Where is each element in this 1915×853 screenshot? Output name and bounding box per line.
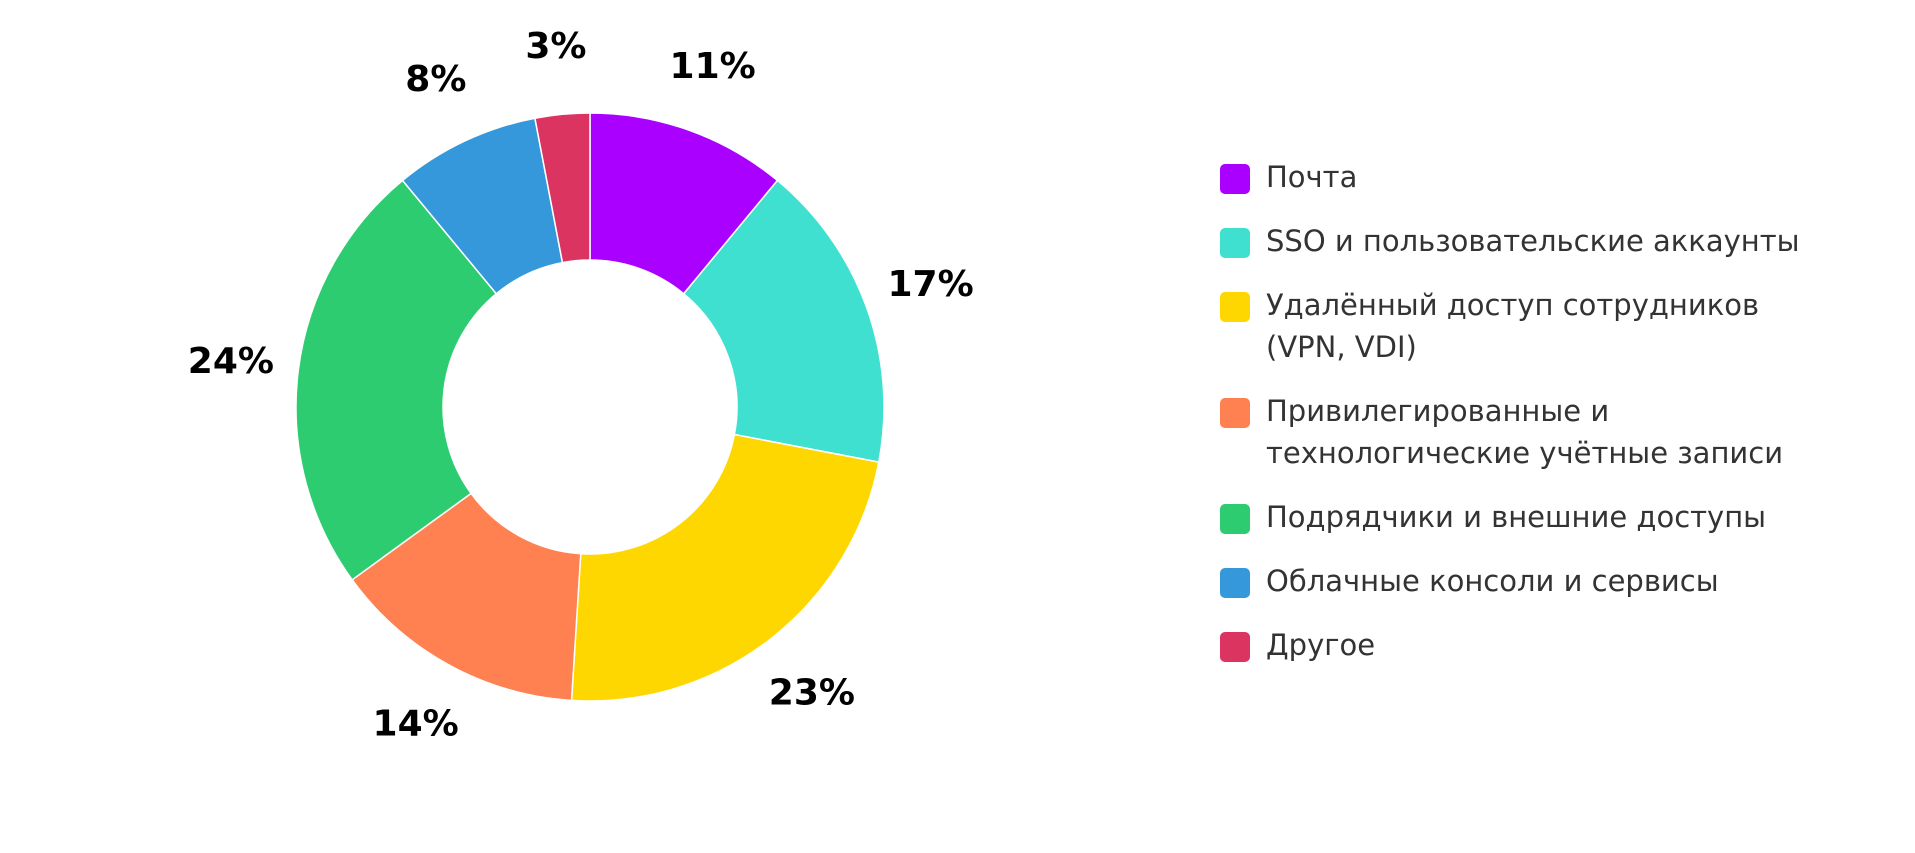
legend-swatch	[1220, 398, 1250, 428]
legend-label: Удалённый доступ сотрудников (VPN, VDI)	[1266, 288, 1760, 364]
legend-swatch	[1220, 164, 1250, 194]
legend-swatch	[1220, 504, 1250, 534]
legend-item-other[interactable]: Другое	[1220, 628, 1900, 666]
slice-labels: 11% 17% 23% 14% 24% 8% 3%	[188, 26, 974, 745]
legend-label: Подрядчики и внешние доступы	[1266, 500, 1767, 534]
legend-label: Другое	[1266, 628, 1376, 662]
slice-7[interactable]	[534, 112, 591, 264]
legend-label: Привилегированные и технологические учёт…	[1266, 394, 1784, 470]
slice-2[interactable]	[682, 179, 885, 463]
slice-5[interactable]	[295, 179, 498, 581]
legend-item-contractors[interactable]: Подрядчики и внешние доступы	[1220, 500, 1900, 538]
legend-label: Почта	[1266, 160, 1358, 194]
slice-value-label: 14%	[373, 704, 459, 745]
legend-item-privileged[interactable]: Привилегированные и технологические учёт…	[1220, 394, 1900, 474]
slice-value-label: 17%	[888, 264, 974, 305]
legend-item-remote-access[interactable]: Удалённый доступ сотрудников (VPN, VDI)	[1220, 288, 1900, 368]
legend-item-mail[interactable]: Почта	[1220, 160, 1900, 198]
slice-4[interactable]	[351, 492, 582, 702]
legend: Почта SSO и пользовательские аккаунты Уд…	[1220, 160, 1900, 692]
slice-value-label: 3%	[525, 26, 586, 67]
slice-value-label: 24%	[188, 341, 274, 382]
legend-item-cloud[interactable]: Облачные консоли и сервисы	[1220, 564, 1900, 602]
legend-item-sso[interactable]: SSO и пользовательские аккаунты	[1220, 224, 1900, 262]
slice-value-label: 8%	[405, 59, 466, 100]
legend-swatch	[1220, 228, 1250, 258]
legend-label: SSO и пользовательские аккаунты	[1266, 224, 1800, 258]
legend-swatch	[1220, 292, 1250, 322]
donut-slices	[295, 112, 885, 702]
slice-value-label: 11%	[670, 46, 756, 87]
legend-label: Облачные консоли и сервисы	[1266, 564, 1719, 598]
legend-swatch	[1220, 632, 1250, 662]
legend-swatch	[1220, 568, 1250, 598]
slice-value-label: 23%	[769, 673, 855, 714]
slice-3[interactable]	[570, 433, 880, 702]
